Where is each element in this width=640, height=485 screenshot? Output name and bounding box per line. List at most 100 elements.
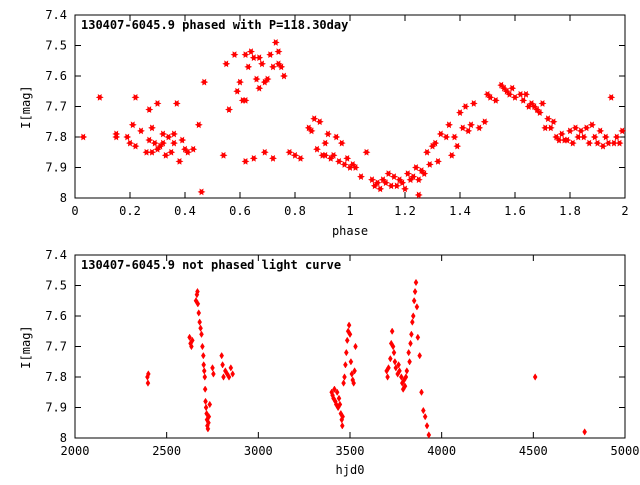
phased-x-tick-label: 1.4 — [449, 204, 471, 218]
phased-data-point — [376, 185, 385, 193]
phased-data-point — [291, 151, 299, 159]
phased-data-point — [249, 154, 258, 162]
phased-y-tick-label: 8 — [60, 191, 67, 205]
unphased-data-point — [411, 297, 417, 305]
phased-data-point — [178, 136, 187, 144]
phased-data-point — [280, 72, 288, 80]
unphased-data-point — [426, 431, 432, 439]
phased-data-point — [436, 130, 445, 138]
unphased-data-point — [409, 330, 414, 338]
phased-data-point — [568, 139, 577, 147]
unphased-data-point — [336, 394, 342, 403]
phased-data-point — [137, 127, 145, 135]
phased-data-point — [491, 96, 500, 104]
phased-data-point — [414, 191, 423, 199]
unphased-data-point — [393, 364, 399, 372]
unphased-x-tick-label: 3500 — [336, 444, 365, 458]
unphased-data-point — [419, 388, 424, 396]
unphased-data-point — [396, 361, 401, 369]
phased-data-point — [604, 139, 613, 147]
phased-data-point — [615, 139, 624, 147]
phased-data-point — [194, 121, 203, 129]
phased-data-point — [175, 157, 184, 165]
unphased-data-point — [210, 364, 215, 372]
unphased-data-point — [207, 400, 213, 409]
unphased-x-tick-label: 2000 — [61, 444, 90, 458]
phased-data-point — [266, 51, 275, 59]
phased-data-point — [381, 179, 390, 187]
unphased-data-point — [230, 370, 235, 378]
phased-data-point — [431, 139, 440, 147]
unphased-data-point — [399, 373, 404, 381]
phased-data-point — [249, 54, 258, 62]
unphased-data-point — [190, 336, 195, 345]
phased-data-point — [588, 121, 596, 129]
phased-data-point — [321, 151, 330, 159]
phased-data-point — [170, 130, 178, 138]
unphased-data-point — [347, 330, 353, 338]
unphased-data-point — [341, 379, 346, 387]
unphased-data-point — [342, 373, 347, 381]
unphased-data-point — [226, 373, 232, 381]
phased-data-point — [458, 124, 467, 132]
phased-data-point — [219, 151, 228, 159]
unphased-y-tick-label: 7.9 — [45, 401, 67, 415]
phased-data-point — [423, 148, 431, 156]
unphased-data-point — [390, 342, 396, 351]
phased-data-point — [183, 148, 192, 156]
phased-data-point — [159, 130, 167, 138]
phased-data-point — [612, 133, 621, 141]
unphased-data-point — [219, 351, 224, 360]
phased-data-point — [607, 93, 616, 101]
phased-data-point — [79, 133, 88, 141]
phased-data-point — [535, 109, 544, 117]
unphased-data-point — [340, 422, 345, 430]
phased-data-point — [247, 48, 255, 56]
unphased-data-point — [352, 367, 357, 375]
phased-data-point — [236, 78, 244, 86]
phased-data-point — [574, 133, 583, 141]
phased-data-point — [357, 173, 365, 181]
unphased-data-point — [397, 367, 402, 375]
phased-data-point — [414, 176, 423, 184]
unphased-data-point — [189, 342, 194, 351]
unphased-data-point — [422, 412, 428, 421]
unphased-data-point — [146, 370, 151, 378]
phased-data-point — [335, 157, 343, 165]
unphased-plot-frame — [74, 254, 626, 439]
phased-data-point — [277, 63, 286, 71]
phased-data-point — [269, 63, 277, 71]
phased-data-point — [585, 139, 594, 147]
phased-data-point — [148, 148, 156, 156]
unphased-data-point — [408, 339, 413, 348]
phased-y-tick-label: 7.7 — [45, 100, 67, 114]
unphased-y-tick-label: 7.4 — [45, 248, 67, 262]
phased-y-axis-label: I[mag] — [19, 85, 33, 128]
phased-data-point — [321, 139, 330, 147]
unphased-data-point — [340, 412, 345, 421]
unphased-axis-ticks: 2000 2500 3000 3500 4000 4500 5000 7.4 7.5 7.6 7.7… — [45, 248, 639, 458]
unphased-x-tick-label: 4500 — [519, 444, 548, 458]
phased-data-point — [142, 148, 151, 156]
phased-data-point — [368, 176, 376, 184]
phased-data-point — [329, 151, 338, 159]
unphased-y-tick-label: 7.8 — [45, 370, 67, 384]
unphased-data-point — [392, 358, 398, 366]
unphased-x-tick-label: 3000 — [244, 444, 273, 458]
phased-x-tick-label: 1.8 — [559, 204, 581, 218]
unphased-data-point — [228, 364, 234, 372]
phased-data-point — [582, 124, 591, 132]
unphased-data-point — [349, 370, 355, 378]
phased-y-tick-label: 7.6 — [45, 69, 67, 83]
phased-data-point — [508, 84, 517, 92]
phased-data-point — [450, 133, 459, 141]
unphased-data-point — [404, 367, 410, 375]
phased-data-point — [241, 96, 250, 104]
phased-data-point — [233, 87, 242, 95]
unphased-data-point — [198, 324, 203, 332]
phased-data-point — [263, 75, 272, 83]
unphased-data-point — [343, 361, 348, 369]
phased-data-point — [252, 75, 261, 83]
phased-x-tick-label: 0.8 — [284, 204, 306, 218]
phased-data-point — [392, 182, 401, 190]
